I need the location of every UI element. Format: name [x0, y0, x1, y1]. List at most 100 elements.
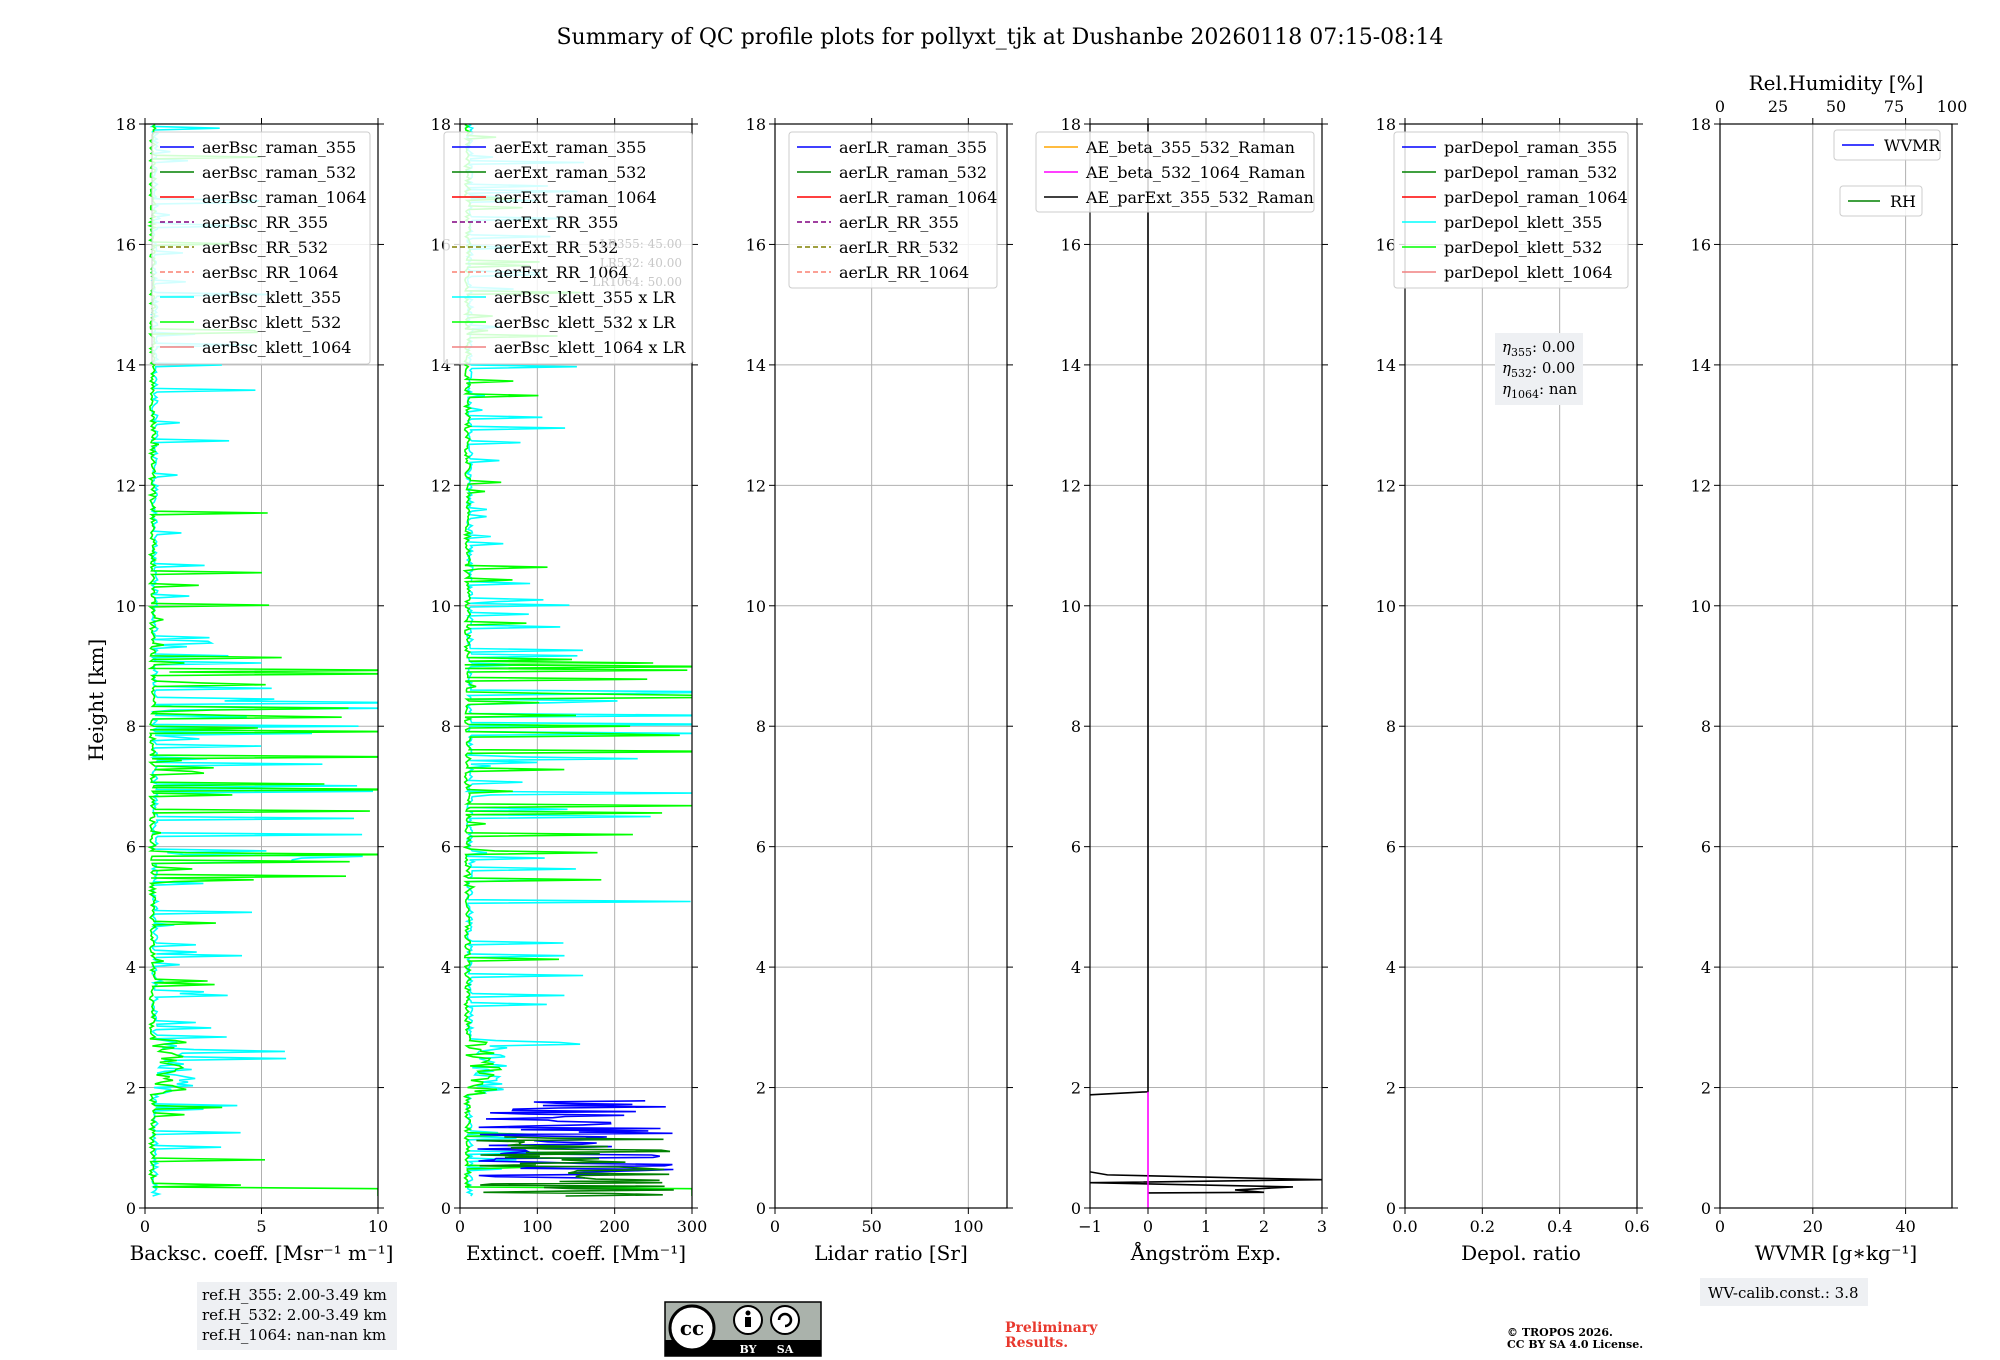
- top-x-tick-label: 100: [1937, 97, 1968, 116]
- legend: parDepol_raman_355 parDepol_raman_532 parD…: [1393, 131, 1629, 289]
- y-tick-label: 12: [1691, 476, 1711, 495]
- sa-circle-icon: [770, 1305, 800, 1335]
- y-tick-label: 18: [116, 115, 136, 134]
- legend-label: aerBsc_raman_532: [202, 163, 356, 182]
- legend-label: parDepol_raman_1064: [1444, 188, 1628, 207]
- y-tick-label: 8: [441, 717, 451, 736]
- legend-label: parDepol_klett_1064: [1444, 263, 1613, 282]
- legend-label: aerLR_raman_355: [839, 138, 987, 157]
- ref-height-line: ref.H_355: 2.00-3.49 km: [202, 1286, 387, 1304]
- y-tick-label: 10: [116, 597, 136, 616]
- panel-wv: 0 20 40 0 2 4 6 8 10 12 14 16 18 WVMR [g∗kg⁻¹] 0 25 50 75…: [1691, 71, 1968, 1265]
- height-axis-label: Height [km]: [84, 639, 108, 761]
- x-tick-label: 100: [522, 1217, 553, 1236]
- legend-label: parDepol_klett_355: [1444, 213, 1602, 232]
- x-tick-label: 2: [1259, 1217, 1269, 1236]
- y-tick-label: 6: [126, 838, 136, 857]
- y-tick-label: 0: [1386, 1199, 1396, 1218]
- y-tick-label: 6: [1386, 838, 1396, 857]
- y-tick-label: 8: [1701, 717, 1711, 736]
- legend-box: [788, 131, 998, 289]
- preliminary-text: Preliminary: [1005, 1320, 1098, 1336]
- legend-label: aerExt_raman_1064: [494, 188, 657, 207]
- y-tick-label: 2: [126, 1079, 136, 1098]
- y-tick-label: 4: [441, 958, 451, 977]
- y-tick-label: 10: [1376, 597, 1396, 616]
- legend-label: AE_beta_355_532_Raman: [1085, 138, 1295, 157]
- y-tick-label: 6: [1701, 838, 1711, 857]
- x-tick-label: 10: [368, 1217, 388, 1236]
- eta-value: : 0.00: [1532, 359, 1575, 377]
- legend-label: parDepol_klett_532: [1444, 238, 1602, 257]
- legend-label: aerBsc_klett_1064: [202, 338, 351, 357]
- x-axis-label: Backsc. coeff. [Msr⁻¹ m⁻¹]: [130, 1241, 394, 1265]
- x-tick-label: 40: [1895, 1217, 1915, 1236]
- x-tick-label: 0: [1715, 1217, 1725, 1236]
- grid-lines: [1719, 123, 1952, 1209]
- legend-label: aerBsc_RR_532: [202, 238, 328, 257]
- x-tick-label: 0.4: [1547, 1217, 1572, 1236]
- eta-value: : nan: [1539, 380, 1577, 398]
- x-tick-label: 100: [953, 1217, 984, 1236]
- y-tick-label: 6: [756, 838, 766, 857]
- eta-line: η532: 0.00: [1502, 359, 1575, 380]
- y-tick-label: 10: [1691, 597, 1711, 616]
- wv-calib-text: WV-calib.const.: 3.8: [1708, 1284, 1859, 1302]
- cc-sa-text: SA: [777, 1343, 794, 1356]
- x-tick-label: 0: [770, 1217, 780, 1236]
- legend-label: aerExt_RR_532: [494, 238, 618, 257]
- y-tick-label: 18: [1376, 115, 1396, 134]
- x-tick-label: 0.6: [1624, 1217, 1649, 1236]
- ref-height-box: [197, 1282, 397, 1350]
- y-tick-label: 4: [1701, 958, 1711, 977]
- panel-dep: 0.0 0.2 0.4 0.6 0 2 4 6 8 10 12 14 16 18 Depol. ratio p…: [1376, 115, 1650, 1265]
- y-tick-label: 2: [1386, 1079, 1396, 1098]
- y-tick-label: 2: [756, 1079, 766, 1098]
- x-tick-label: 50: [861, 1217, 881, 1236]
- plot-frame: [774, 123, 1008, 1209]
- preliminary-text: Results.: [1005, 1335, 1068, 1351]
- figure-title: Summary of QC profile plots for pollyxt_…: [556, 25, 1443, 50]
- x-tick-label: 0.2: [1470, 1217, 1495, 1236]
- legend-label: aerExt_RR_1064: [494, 263, 629, 282]
- x-tick-label: −1: [1078, 1217, 1102, 1236]
- copyright-text: © TROPOS 2026.: [1507, 1326, 1613, 1339]
- y-tick-label: 14: [116, 356, 136, 375]
- y-tick-label: 14: [1061, 356, 1081, 375]
- y-tick-label: 4: [756, 958, 766, 977]
- copyright-text: CC BY SA 4.0 License.: [1507, 1338, 1643, 1351]
- eta-symbol: η: [1502, 338, 1511, 356]
- y-tick-label: 8: [126, 717, 136, 736]
- legend-label: aerBsc_RR_1064: [202, 263, 338, 282]
- legend-label: AE_beta_532_1064_Raman: [1085, 163, 1305, 182]
- legend-box: [1833, 129, 1941, 161]
- y-tick-label: 4: [1071, 958, 1081, 977]
- y-tick-label: 12: [116, 476, 136, 495]
- top-x-tick-label: 75: [1884, 97, 1904, 116]
- cc-license-badge: cc BY SA: [664, 1301, 822, 1357]
- plot-frame: [1719, 123, 1953, 1209]
- legend-label: parDepol_raman_355: [1444, 138, 1617, 157]
- trace-ae-parext-upper: [1090, 124, 1149, 1096]
- y-tick-label: 2: [1701, 1079, 1711, 1098]
- y-tick-label: 18: [1061, 115, 1081, 134]
- legend-label: aerExt_raman_355: [494, 138, 647, 157]
- trace-klett-lime: [147, 124, 378, 1196]
- x-tick-label: 0: [140, 1217, 150, 1236]
- y-tick-label: 10: [431, 597, 451, 616]
- legend: aerLR_raman_355 aerLR_raman_532 aerLR_rama…: [788, 131, 998, 289]
- ref-height-line: ref.H_532: 2.00-3.49 km: [202, 1306, 387, 1324]
- x-tick-label: 0: [1143, 1217, 1153, 1236]
- legend-label: aerLR_RR_355: [839, 213, 959, 232]
- legend: AE_beta_355_532_Raman AE_beta_532_1064_Ra…: [1035, 131, 1315, 213]
- trace-ae-parext-lower: [1090, 1171, 1322, 1194]
- eta-subscript: 1064: [1511, 388, 1539, 401]
- legend-box: [443, 131, 693, 365]
- eta-symbol: η: [1502, 359, 1511, 377]
- x-axis-label: Extinct. coeff. [Mm⁻¹]: [466, 1241, 686, 1265]
- y-tick-label: 12: [746, 476, 766, 495]
- legend-box: [1393, 131, 1629, 289]
